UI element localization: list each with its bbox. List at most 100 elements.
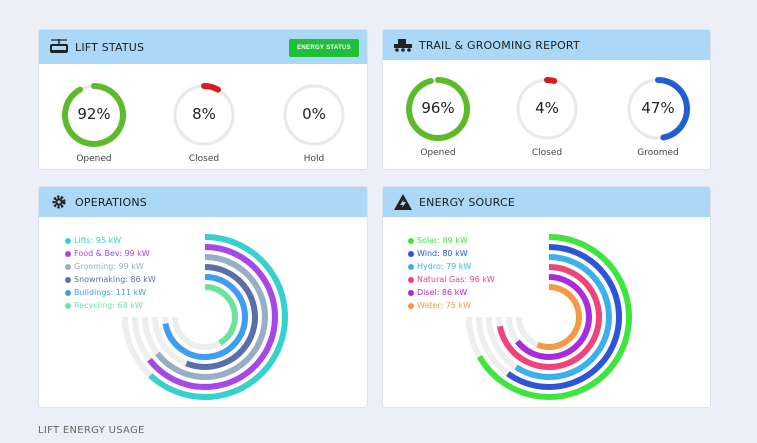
energy-radial-chart — [466, 234, 632, 400]
gauge-arc — [544, 77, 558, 84]
legend-dot — [65, 237, 71, 244]
legend-dot — [65, 302, 71, 309]
lift-gauge-opened-value: 92% — [77, 105, 111, 123]
radial-bar — [147, 244, 278, 390]
radial-bar — [506, 244, 622, 390]
legend-dot — [65, 250, 71, 257]
legend-label: Snowmaking: 86 kW — [74, 275, 156, 284]
lift-gauge-hold-ring — [283, 84, 345, 146]
legend-item: Snowmaking: 86 kW — [65, 273, 156, 286]
trail-gauge-opened-label: Opened — [420, 148, 456, 158]
legend-label: Lifts: 95 kW — [74, 236, 122, 245]
trail-gauge-groomed-label: Groomed — [637, 148, 679, 158]
lift-gauge-closed-ring — [173, 83, 235, 146]
trail-gauge-closed-value: 4% — [535, 99, 559, 117]
trail-gauge-closed-ring — [516, 77, 578, 140]
lift-status-card: LIFT STATUS ENERGY STATUS 92% Opened 8% … — [38, 29, 368, 170]
gauge-arc — [406, 77, 470, 141]
legend-item: Water: 75 kW — [408, 299, 495, 312]
legend-dot — [408, 250, 414, 257]
trail-gauge-closed: 4% Closed — [512, 74, 582, 158]
operations-radial-chart — [122, 234, 288, 400]
ski-lift-icon — [49, 38, 69, 56]
gauge-arc — [655, 77, 690, 141]
legend-dot — [65, 276, 71, 283]
gauge-track — [283, 84, 345, 146]
legend-label: Disel: 86 kW — [417, 288, 468, 297]
energy-source-title: ENERGY SOURCE — [419, 195, 515, 209]
radial-bar — [155, 254, 268, 380]
lift-gauge-opened-ring — [62, 83, 126, 147]
legend-label: Grooming: 99 kW — [74, 262, 144, 271]
legend-label: Wind: 80 kW — [417, 249, 468, 258]
legend-dot — [408, 263, 414, 270]
legend-item: Buildings: 111 kW — [65, 286, 156, 299]
energy-source-header: ENERGY SOURCE — [383, 187, 710, 217]
operations-card: OPERATIONS Lifts: 95 kW Food & Bev: 99 k… — [38, 186, 368, 408]
trail-report-card: TRAIL & GROOMING REPORT 96% Opened 4% Cl… — [382, 29, 711, 170]
lift-gauge-closed-value: 8% — [192, 105, 216, 123]
legend-dot — [408, 237, 414, 244]
legend-item: Food & Bev: 99 kW — [65, 247, 156, 260]
legend-dot — [408, 276, 414, 283]
trail-report-title: TRAIL & GROOMING REPORT — [419, 38, 580, 52]
energy-legend: Solar: 89 kW Wind: 80 kW Hydro: 79 kW Na… — [408, 234, 495, 312]
radial-bar — [496, 264, 602, 370]
trail-gauge-opened: 96% Opened — [403, 74, 473, 158]
lift-gauge-hold: 0% Hold — [279, 80, 349, 164]
legend-item: Grooming: 99 kW — [65, 260, 156, 273]
lift-status-title: LIFT STATUS — [75, 40, 145, 54]
legend-dot — [65, 263, 71, 270]
radial-bar — [515, 274, 592, 360]
legend-item: Recycling: 64 kW — [65, 299, 156, 312]
legend-label: Natural Gas: 96 kW — [417, 275, 495, 284]
trail-gauge-opened-value: 96% — [421, 99, 455, 117]
trail-report-header: TRAIL & GROOMING REPORT — [383, 30, 710, 60]
lift-status-header: LIFT STATUS ENERGY STATUS — [39, 30, 367, 64]
lift-gauge-opened: 92% Opened — [59, 80, 129, 164]
legend-dot — [408, 289, 414, 296]
snowcat-icon — [393, 36, 413, 54]
legend-item: Wind: 80 kW — [408, 247, 495, 260]
lift-gauge-closed: 8% Closed — [169, 80, 239, 164]
lift-energy-usage-heading: LIFT ENERGY USAGE — [38, 425, 145, 436]
trail-gauge-opened-ring — [406, 77, 470, 141]
legend-label: Solar: 89 kW — [417, 236, 468, 245]
energy-status-button[interactable]: ENERGY STATUS — [289, 39, 359, 57]
gear-icon — [49, 193, 69, 211]
trail-gauge-groomed-ring — [627, 77, 690, 141]
legend-label: Water: 75 kW — [417, 301, 472, 310]
radial-bar — [536, 284, 582, 350]
lift-gauge-opened-label: Opened — [76, 154, 112, 164]
operations-header: OPERATIONS — [39, 187, 367, 217]
legend-label: Food & Bev: 99 kW — [74, 249, 150, 258]
trail-gauge-groomed-value: 47% — [641, 99, 675, 117]
energy-source-card: ENERGY SOURCE Solar: 89 kW Wind: 80 kW H… — [382, 186, 711, 408]
radial-bar — [148, 234, 288, 400]
legend-item: Disel: 86 kW — [408, 286, 495, 299]
legend-item: Natural Gas: 96 kW — [408, 273, 495, 286]
gauge-arc — [201, 83, 221, 93]
legend-label: Recycling: 64 kW — [74, 301, 143, 310]
operations-title: OPERATIONS — [75, 195, 147, 209]
radial-bar — [514, 254, 612, 380]
legend-label: Buildings: 111 kW — [74, 288, 147, 297]
legend-item: Hydro: 79 kW — [408, 260, 495, 273]
radial-bar — [185, 264, 258, 370]
legend-item: Lifts: 95 kW — [65, 234, 156, 247]
lift-gauge-closed-label: Closed — [188, 154, 220, 164]
lift-gauge-hold-label: Hold — [303, 154, 325, 164]
radial-bar — [162, 274, 248, 360]
lift-gauge-hold-value: 0% — [302, 105, 326, 123]
gauge-arc — [62, 83, 126, 147]
radial-bar — [204, 284, 238, 346]
radial-bar — [476, 234, 632, 400]
trail-gauge-groomed: 47% Groomed — [623, 74, 693, 158]
legend-label: Hydro: 79 kW — [417, 262, 472, 271]
legend-item: Solar: 89 kW — [408, 234, 495, 247]
legend-dot — [65, 289, 71, 296]
trail-gauge-closed-label: Closed — [531, 148, 563, 158]
legend-dot — [408, 302, 414, 309]
operations-legend: Lifts: 95 kW Food & Bev: 99 kW Grooming:… — [65, 234, 156, 312]
warning-bolt-icon — [393, 193, 413, 211]
